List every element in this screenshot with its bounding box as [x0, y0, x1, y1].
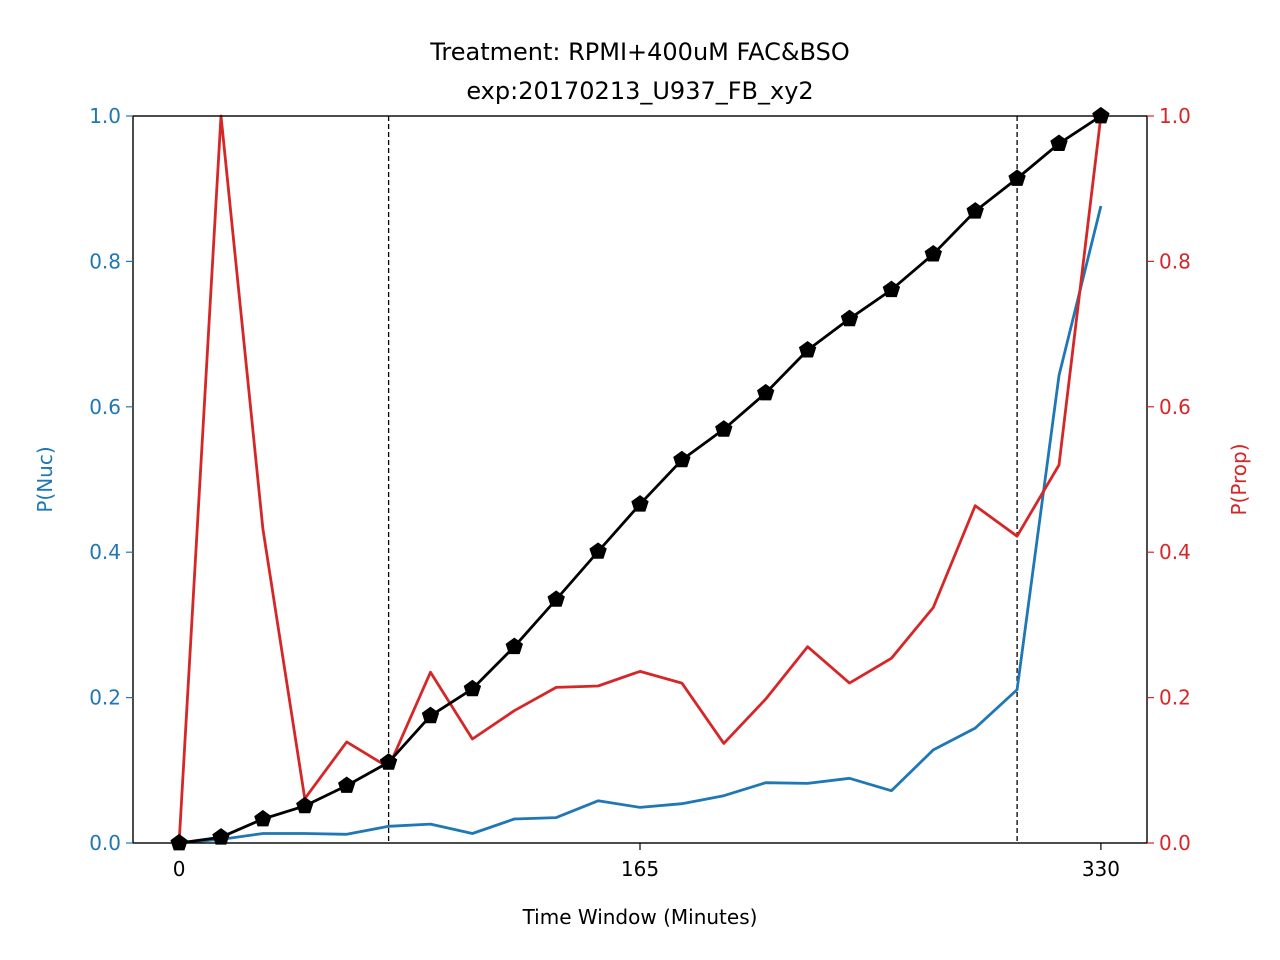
y-left-tick-label: 0.6: [89, 395, 121, 419]
y-right-tick-label: 0.6: [1159, 395, 1191, 419]
series-line-1: [177, 114, 1103, 844]
x-axis-label: Time Window (Minutes): [522, 905, 758, 929]
data-point: [924, 244, 942, 262]
data-point: [296, 796, 314, 814]
x-tick-label: 0: [173, 857, 186, 881]
plot-frame: [132, 115, 1148, 844]
data-point: [463, 679, 482, 697]
data-point: [421, 706, 440, 724]
y-axis-left-label: P(Nuc): [33, 446, 57, 512]
y-right-tick-label: 0.0: [1159, 831, 1191, 855]
series-line-0: [178, 205, 1103, 845]
data-point: [673, 450, 691, 468]
y-axis-right-label: P(Prop): [1227, 443, 1251, 515]
y-left-tick-label: 0.4: [89, 540, 121, 564]
y-left-tick-label: 0.2: [89, 686, 121, 710]
y-left-tick-label: 1.0: [89, 104, 121, 128]
data-point: [1092, 106, 1110, 124]
y-right-tick-label: 1.0: [1159, 104, 1191, 128]
data-point: [966, 202, 984, 219]
data-point: [547, 590, 565, 607]
data-point: [254, 809, 272, 827]
data-point: [631, 495, 649, 512]
data-point: [1008, 169, 1026, 186]
data-point: [715, 420, 733, 437]
data-point: [882, 280, 901, 298]
data-point: [379, 753, 398, 770]
data-point: [505, 637, 523, 655]
data-point: [1050, 134, 1068, 151]
data-point: [840, 309, 859, 327]
y-right-tick-label: 0.2: [1159, 686, 1191, 710]
y-left-tick-label: 0.8: [89, 249, 121, 273]
data-point: [589, 542, 607, 559]
data-point: [798, 340, 817, 358]
y-right-tick-label: 0.8: [1159, 249, 1191, 273]
chart-subtitle: exp:20170213_U937_FB_xy2: [466, 77, 813, 105]
y-left-tick-label: 0.0: [89, 831, 121, 855]
data-point: [212, 828, 230, 845]
x-tick-label: 165: [621, 857, 659, 881]
y-right-tick-label: 0.4: [1159, 540, 1191, 564]
x-tick-label: 330: [1082, 857, 1120, 881]
data-point: [757, 383, 775, 401]
data-point: [338, 776, 356, 793]
chart-title: Treatment: RPMI+400uM FAC&BSO: [429, 38, 849, 66]
